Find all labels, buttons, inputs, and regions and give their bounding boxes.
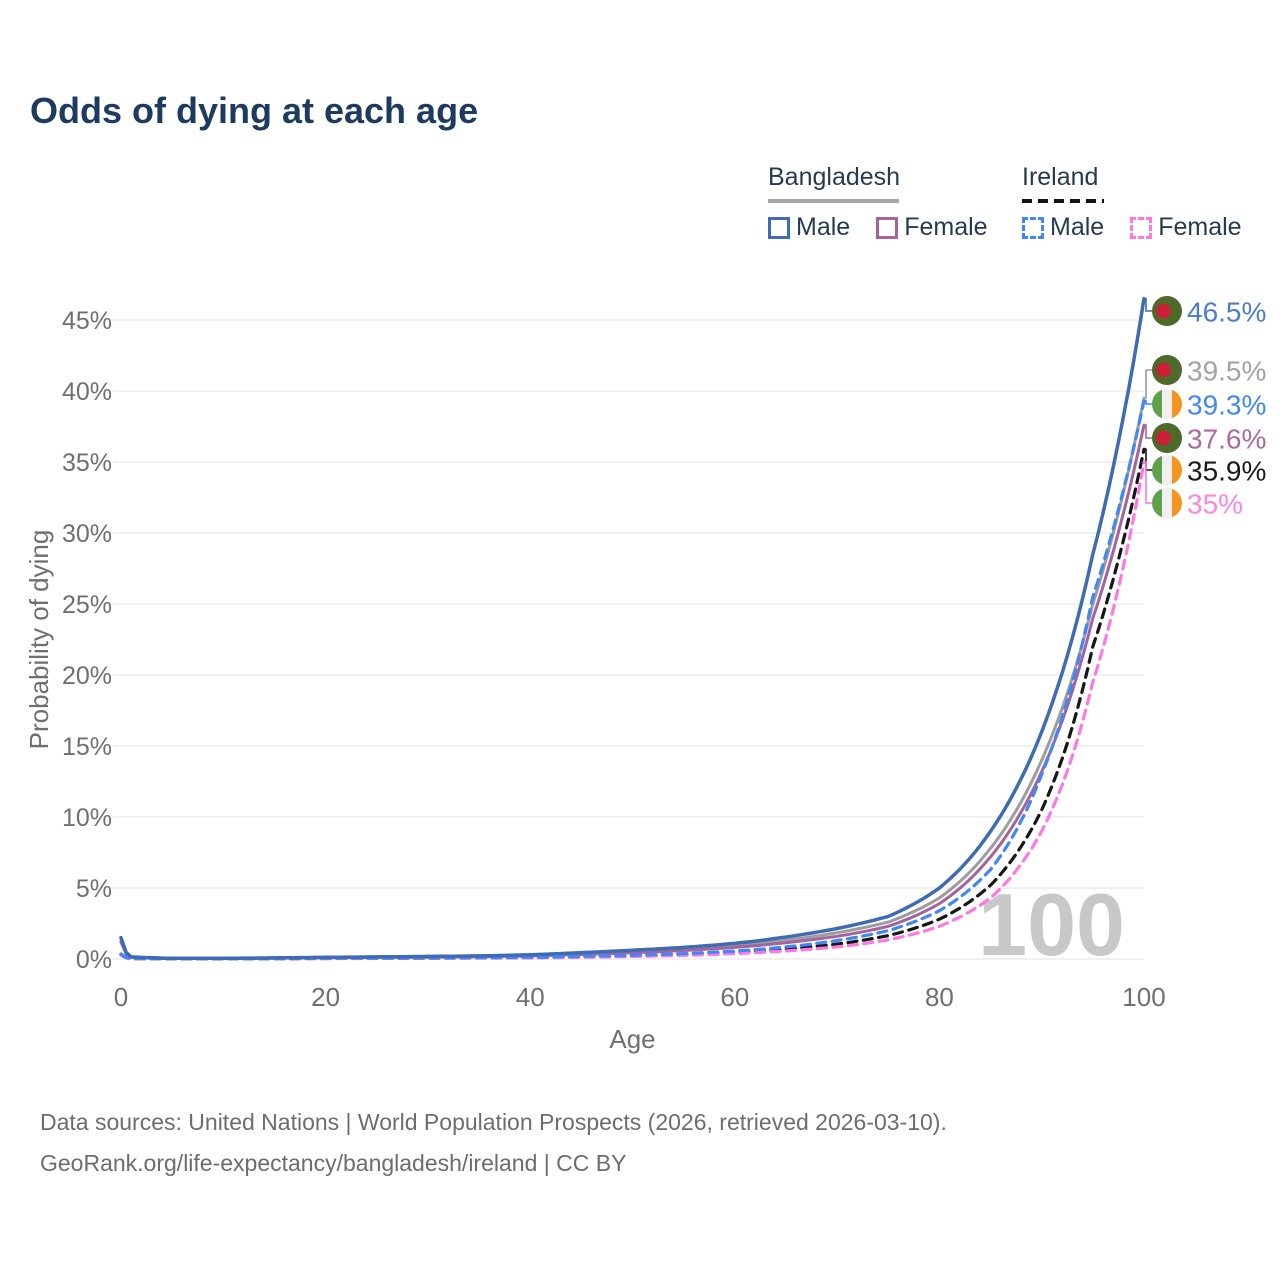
y-tick-label: 25% [62,591,112,619]
label-leader-line [1144,461,1152,504]
legend-country-label: Bangladesh [768,163,901,191]
end-value-label-bangladesh-female: 37.6% [1187,424,1266,455]
y-tick-label: 40% [62,378,112,406]
x-tick-label: 40 [516,982,545,1012]
legend-group-bangladesh: Bangladesh Male Female [768,163,988,242]
x-tick-label: 20 [311,982,340,1012]
ireland-female-swatch-icon [1130,216,1153,239]
legend-item-bangladesh-male[interactable]: Male [768,213,850,242]
ireland-male-swatch-icon [1022,216,1044,239]
legend-item-label: Female [904,213,988,241]
legend-item-label: Male [796,213,851,241]
end-value-label-ireland-female: 35% [1187,489,1243,520]
x-axis-title: Age [609,1024,655,1054]
data-source-text: Data sources: United Nations | World Pop… [40,1109,947,1135]
legend: Bangladesh Male Female Ireland Male [0,163,1280,253]
age-watermark: 100 [978,875,1125,974]
legend-item-bangladesh-female[interactable]: Female [876,213,988,242]
series-line-bangladesh-male[interactable] [119,296,1146,961]
legend-group-ireland: Ireland Male Female [1022,163,1242,242]
y-tick-label: 35% [62,449,112,477]
end-value-label-bangladesh: 39.5% [1187,356,1266,387]
bangladesh-solid-line-sample [768,199,899,203]
y-tick-label: 10% [62,804,112,832]
footer: Data sources: United Nations | World Pop… [40,1102,947,1184]
y-tick-label: 30% [62,520,112,548]
ireland-flag-icon [1152,389,1182,419]
label-leader-line [1144,424,1152,439]
end-value-label-ireland: 35.9% [1187,456,1266,487]
bangladesh-male-swatch-icon [768,216,790,239]
bangladesh-flag-icon [1152,355,1182,385]
label-leader-line [1144,297,1152,312]
y-tick-label: 5% [76,875,112,903]
bangladesh-flag-icon [1152,296,1182,326]
y-tick-label: 15% [62,733,112,761]
ireland-flag-icon [1152,455,1182,485]
x-tick-label: 0 [114,982,128,1012]
bangladesh-female-swatch-icon [876,216,899,239]
y-tick-label: 0% [76,946,112,974]
label-leader-line [1144,400,1152,405]
legend-country-label: Ireland [1022,163,1099,191]
page-title: Odds of dying at each age [30,90,479,131]
legend-country-bangladesh[interactable]: Bangladesh [768,163,988,203]
end-value-label-bangladesh-male: 46.5% [1187,297,1266,328]
legend-item-ireland-female[interactable]: Female [1130,213,1242,242]
bangladesh-flag-icon [1152,423,1182,453]
label-leader-line [1144,369,1152,399]
x-tick-label: 100 [1122,982,1165,1012]
y-tick-label: 20% [62,662,112,690]
end-value-label-ireland-male: 39.3% [1187,390,1266,421]
ireland-flag-icon [1152,488,1182,518]
x-tick-label: 80 [925,982,954,1012]
label-leader-line [1144,448,1152,471]
legend-item-ireland-male[interactable]: Male [1022,213,1104,242]
ireland-dashed-line-sample [1022,199,1104,203]
x-tick-label: 60 [720,982,749,1012]
y-tick-label: 45% [62,307,112,335]
legend-country-ireland[interactable]: Ireland [1022,163,1242,203]
legend-item-label: Female [1158,213,1242,241]
y-axis-title: Probability of dying [24,530,54,750]
legend-item-label: Male [1050,213,1105,241]
attribution-link[interactable]: GeoRank.org/life-expectancy/bangladesh/i… [40,1150,627,1176]
